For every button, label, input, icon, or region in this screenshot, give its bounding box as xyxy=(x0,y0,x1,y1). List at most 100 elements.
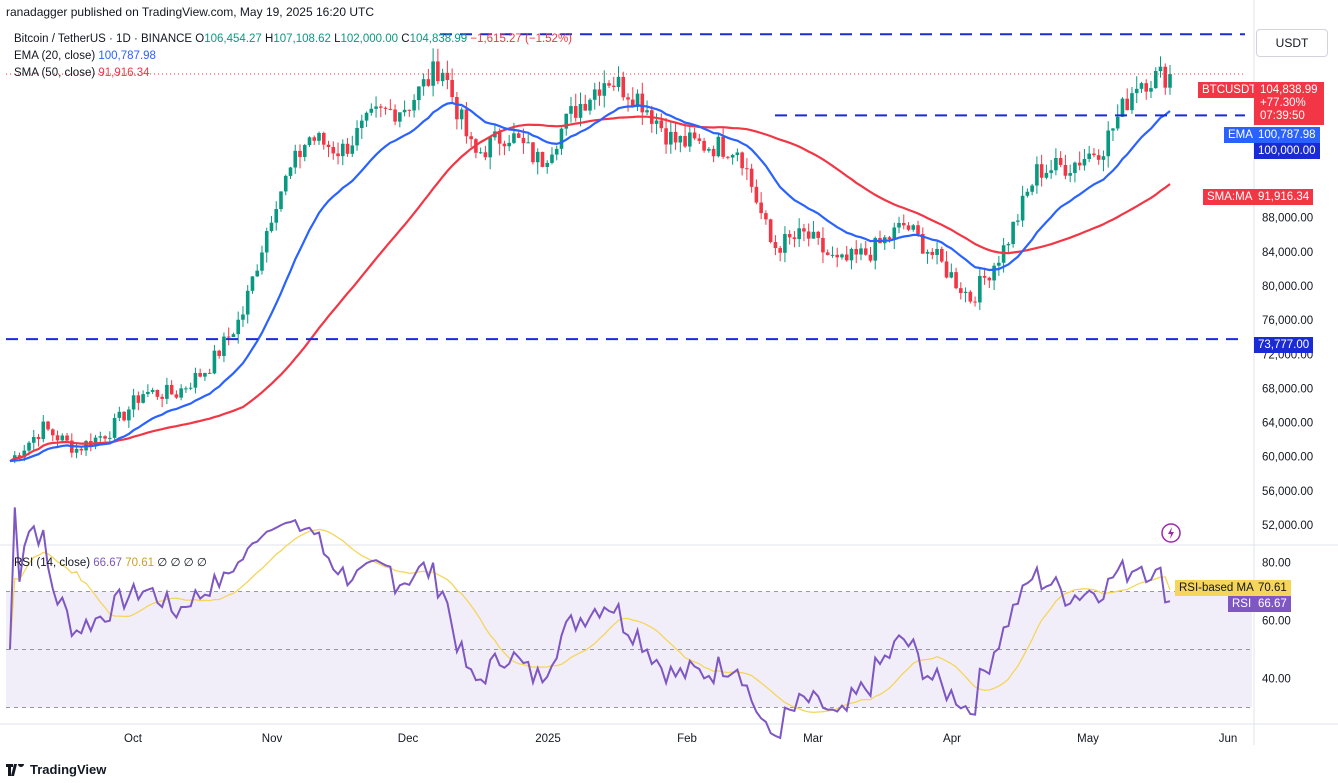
currency-button[interactable]: USDT xyxy=(1256,29,1328,57)
candle-body xyxy=(1158,66,1163,72)
candle-body xyxy=(592,89,597,100)
candle-body xyxy=(716,136,721,157)
rsi-ma-value-tag: 70.61 xyxy=(1254,580,1291,596)
candle-body xyxy=(1134,88,1139,94)
candle-body xyxy=(526,142,530,144)
btc-change: +77.30% xyxy=(1260,97,1306,109)
candle-body xyxy=(36,436,41,440)
symbol-ohlc-legend: Bitcoin / TetherUS · 1D · BINANCE O106,4… xyxy=(14,33,572,45)
ema-legend[interactable]: EMA (20, close) 100,787.98 xyxy=(14,50,156,62)
candle-body xyxy=(754,186,759,203)
tradingview-logo[interactable]: TradingView xyxy=(6,762,106,777)
candle-body xyxy=(260,252,264,271)
candle-body xyxy=(982,275,987,278)
candle-body xyxy=(179,388,183,398)
rsi-legend[interactable]: RSI (14, close) 66.67 70.61 ∅ ∅ ∅ ∅ xyxy=(14,555,207,569)
candle-body xyxy=(469,136,473,140)
candle-body xyxy=(440,72,445,82)
candle-body xyxy=(393,109,397,122)
symbol-title[interactable]: Bitcoin / TetherUS · 1D · BINANCE xyxy=(14,33,193,45)
btc-price-tag: 104,838.99 +77.30% 07:39:50 xyxy=(1254,82,1324,125)
candle-body xyxy=(711,148,716,157)
btc-price: 104,838.99 xyxy=(1260,84,1318,96)
candle-body xyxy=(906,225,911,230)
candle-body xyxy=(1139,83,1144,89)
candle-body xyxy=(787,234,792,238)
price-tick-label: 52,000.00 xyxy=(1262,520,1313,532)
candle-body xyxy=(455,97,459,120)
candle-body xyxy=(307,137,312,146)
candle-body xyxy=(1020,195,1025,221)
candle-body xyxy=(464,109,469,137)
candle-body xyxy=(65,435,69,441)
sma-50-line xyxy=(9,115,1171,463)
sma-legend-value: 91,916.34 xyxy=(98,67,150,79)
ema-name-tag: EMA xyxy=(1224,127,1257,143)
candle-body xyxy=(740,152,744,169)
candle-body xyxy=(840,254,844,258)
candle-body xyxy=(79,448,84,451)
candle-body xyxy=(293,150,298,168)
candle-body xyxy=(497,131,502,144)
candle-body xyxy=(516,133,521,138)
candle-body xyxy=(198,372,202,377)
candle-body xyxy=(654,120,659,124)
candle-body xyxy=(811,231,816,239)
candle-body xyxy=(288,167,293,176)
rsi-legend-extra: ∅ ∅ ∅ ∅ xyxy=(157,557,207,569)
btc-countdown: 07:39:50 xyxy=(1260,110,1305,122)
candle-body xyxy=(897,222,901,228)
candle-body xyxy=(1111,128,1115,131)
candle-body xyxy=(550,154,554,163)
rsi-legend-value: 66.67 xyxy=(93,557,123,569)
candle-body xyxy=(773,242,778,249)
candle-body xyxy=(830,254,835,256)
candle-body xyxy=(421,79,426,87)
candle-body xyxy=(806,231,811,239)
candle-body xyxy=(659,120,664,129)
level-100k-tag: 100,000.00 xyxy=(1254,143,1320,159)
candle-body xyxy=(535,151,540,163)
candle-body xyxy=(417,86,421,100)
candle-body xyxy=(949,272,954,278)
candle-body xyxy=(374,106,378,109)
candle-body xyxy=(925,251,930,254)
candle-body xyxy=(1092,153,1096,156)
candle-body xyxy=(231,334,236,337)
candle-body xyxy=(1073,162,1077,174)
candle-body xyxy=(483,152,488,158)
candle-body xyxy=(997,262,1001,266)
sma-legend[interactable]: SMA (50, close) 91,916.34 xyxy=(14,67,150,79)
candle-body xyxy=(640,93,645,113)
candle-body xyxy=(1016,220,1020,222)
candle-body xyxy=(317,132,321,141)
close-label: C xyxy=(401,33,410,45)
candle-body xyxy=(207,372,212,374)
time-tick-label: Nov xyxy=(262,733,283,745)
tradingview-logo-text: TradingView xyxy=(30,762,107,777)
candle-body xyxy=(217,350,221,356)
open-value: 106,454.27 xyxy=(204,33,262,45)
candle-body xyxy=(122,411,126,421)
candle-body xyxy=(402,109,407,113)
candle-body xyxy=(678,135,683,143)
candle-body xyxy=(821,237,825,253)
time-tick-label: Jun xyxy=(1219,733,1238,745)
candle-body xyxy=(968,291,973,302)
candle-body xyxy=(735,152,740,155)
price-tick-label: 60,000.00 xyxy=(1262,452,1313,464)
candle-body xyxy=(478,152,483,154)
rsi-tick-label: 40.00 xyxy=(1262,674,1291,686)
candle-body xyxy=(626,97,630,100)
candle-body xyxy=(683,135,687,147)
price-tick-label: 64,000.00 xyxy=(1262,418,1313,430)
candle-body xyxy=(669,131,673,145)
candle-body xyxy=(645,110,649,113)
candle-body xyxy=(635,93,640,107)
candle-body xyxy=(269,222,274,232)
rsi-band-fill xyxy=(6,591,1252,708)
candle-body xyxy=(279,191,283,210)
candle-body xyxy=(783,234,787,253)
candle-body xyxy=(112,417,117,438)
